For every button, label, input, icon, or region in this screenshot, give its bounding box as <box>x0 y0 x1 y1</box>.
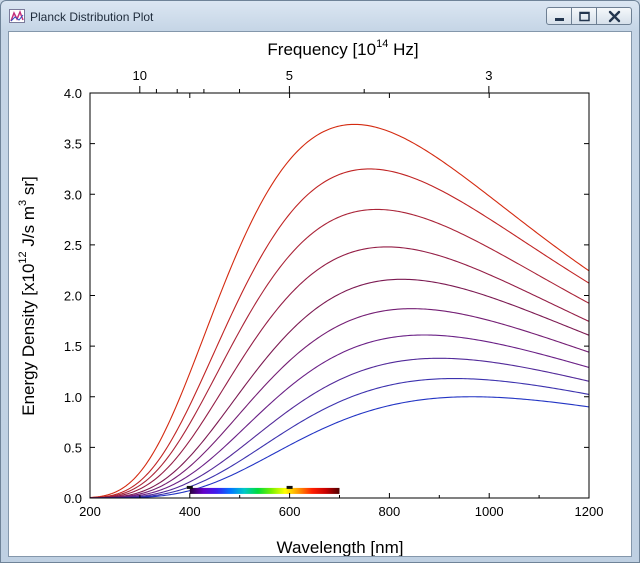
series-line-10 <box>90 396 590 499</box>
top-axis-label-prefix: Frequency [10 <box>267 40 376 59</box>
minimize-icon <box>555 18 564 21</box>
y-tick-label: 0.0 <box>64 491 82 506</box>
y-axis-label-mid: J/s m <box>19 206 38 251</box>
x-axis-label: Wavelength [nm] <box>277 538 404 556</box>
spectrum-marker-1 <box>186 485 193 489</box>
minimize-button[interactable] <box>546 7 572 25</box>
x-tick-label: 200 <box>79 504 101 519</box>
top-axis-label: Frequency [1014 Hz] <box>267 38 418 59</box>
top-axis-label-suffix: Hz] <box>388 40 418 59</box>
top-tick-label: 5 <box>286 68 293 83</box>
chart-app-icon <box>9 9 25 23</box>
top-tick-label: 10 <box>133 68 147 83</box>
series-line-6 <box>89 308 590 499</box>
planck-chart: 200 400 600 800 1000 1200 0.0 0.5 1.0 1.5 2.0 2.5 3.… <box>17 38 604 556</box>
spectrum-marker-2 <box>286 485 293 489</box>
series-line-4 <box>89 246 590 499</box>
title-bar[interactable]: Planck Distribution Plot <box>1 1 639 31</box>
x-tick-label: 1200 <box>575 504 604 519</box>
series-line-1 <box>89 123 590 499</box>
y-tick-label: 1.0 <box>64 390 82 405</box>
y-axis-label-suffix: sr] <box>19 176 38 200</box>
series-line-2 <box>89 168 590 499</box>
y-tick-label: 3.5 <box>64 137 82 152</box>
series-line-7 <box>90 334 590 499</box>
y-axis-label-exp1: 12 <box>17 251 29 263</box>
maximize-button[interactable] <box>571 7 597 25</box>
y-tick-label: 2.5 <box>64 238 82 253</box>
series-line-3 <box>89 208 590 499</box>
series-line-5 <box>89 278 590 499</box>
y-axis-label-prefix: Energy Density [x10 <box>19 264 38 416</box>
close-icon <box>608 10 621 23</box>
y-axis-label-exp2: 3 <box>17 200 29 206</box>
maximize-icon <box>579 11 590 22</box>
x-tick-label: 1000 <box>475 504 504 519</box>
x-tick-label: 600 <box>279 504 301 519</box>
window-title: Planck Distribution Plot <box>30 10 154 24</box>
top-tick-label: 3 <box>485 68 492 83</box>
y-tick-label: 4.0 <box>64 86 82 101</box>
x-tick-label: 400 <box>179 504 201 519</box>
plot-area: 200 400 600 800 1000 1200 0.0 0.5 1.0 1.5 2.0 2.5 3.… <box>8 31 632 557</box>
close-button[interactable] <box>596 7 632 25</box>
y-tick-label: 3.0 <box>64 187 82 202</box>
y-tick-label: 2.0 <box>64 289 82 304</box>
x-tick-label: 800 <box>379 504 401 519</box>
y-axis-label: Energy Density [x1012 J/s m3 sr] <box>17 176 38 415</box>
y-tick-label: 1.5 <box>64 339 82 354</box>
series-line-8 <box>90 357 590 499</box>
y-tick-label: 0.5 <box>64 440 82 455</box>
top-axis-label-exp: 14 <box>376 38 388 50</box>
visible-spectrum-bar <box>189 487 340 494</box>
series-line-9 <box>90 377 590 499</box>
plot-frame <box>89 92 590 499</box>
